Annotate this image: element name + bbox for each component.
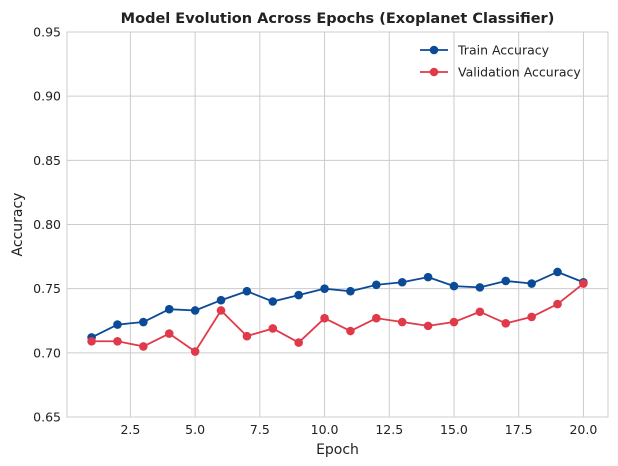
data-point <box>216 295 226 305</box>
data-point <box>527 279 536 288</box>
data-point <box>268 324 278 333</box>
data-point <box>475 283 485 292</box>
data-point <box>553 299 562 309</box>
legend: Train Accuracy Validation Accuracy <box>420 43 581 80</box>
data-point <box>372 313 381 323</box>
data-point <box>527 312 536 322</box>
data-point <box>164 329 174 338</box>
data-point <box>397 317 407 327</box>
series-line-1 <box>91 271 584 339</box>
data-point <box>87 336 96 346</box>
series-layer <box>87 267 588 356</box>
data-point <box>372 280 381 290</box>
data-point <box>501 276 511 286</box>
legend-label: Train Accuracy <box>457 43 550 58</box>
data-point <box>501 319 511 328</box>
data-point <box>268 297 278 306</box>
x-tick-label: 2.5 <box>120 422 140 437</box>
data-point <box>190 306 200 315</box>
y-tick-label: 0.85 <box>33 153 61 168</box>
data-point <box>190 347 200 356</box>
x-tick-labels: 2.5 5.0 7.5 10.0 12.5 15.0 17.5 20.0 <box>120 422 597 437</box>
data-point <box>216 306 226 315</box>
chart-title: Model Evolution Across Epochs (Exoplanet… <box>121 11 555 27</box>
y-axis-label: Accuracy <box>10 193 26 257</box>
x-tick-label: 20.0 <box>569 422 597 437</box>
data-point <box>113 320 122 329</box>
data-point <box>242 286 252 296</box>
y-tick-label: 0.75 <box>33 281 61 296</box>
data-point <box>579 279 588 288</box>
y-tick-label: 0.95 <box>33 25 61 40</box>
y-tick-label: 0.65 <box>33 410 61 425</box>
legend-marker <box>429 45 439 55</box>
data-point <box>346 286 355 296</box>
data-point <box>475 307 485 317</box>
data-point <box>423 321 433 331</box>
data-point <box>320 284 329 293</box>
legend-label: Validation Accuracy <box>458 65 581 80</box>
data-point <box>139 317 148 327</box>
data-point <box>113 336 122 346</box>
data-point <box>449 281 459 291</box>
data-point <box>423 272 433 282</box>
y-tick-label: 0.80 <box>33 217 61 232</box>
data-point <box>139 342 148 351</box>
x-tick-label: 12.5 <box>375 422 403 437</box>
data-point <box>320 313 329 323</box>
series-line-2 <box>91 282 584 353</box>
data-point <box>294 338 303 347</box>
data-point <box>449 317 459 327</box>
data-point <box>294 290 303 300</box>
data-point <box>242 331 252 341</box>
y-tick-labels: 0.65 0.70 0.75 0.80 0.85 0.90 0.95 <box>33 25 61 425</box>
y-tick-label: 0.70 <box>33 345 61 360</box>
x-tick-label: 10.0 <box>311 422 339 437</box>
data-point <box>164 304 174 314</box>
legend-marker <box>429 67 439 77</box>
x-tick-label: 17.5 <box>505 422 533 437</box>
x-tick-label: 15.0 <box>440 422 468 437</box>
plot-frame <box>66 31 609 418</box>
data-point <box>346 326 355 336</box>
x-axis-label: Epoch <box>316 442 359 458</box>
data-point <box>553 267 562 277</box>
grid <box>67 31 608 418</box>
x-tick-label: 7.5 <box>250 422 270 437</box>
x-tick-label: 5.0 <box>185 422 205 437</box>
y-tick-label: 0.90 <box>33 89 61 104</box>
data-point <box>397 277 407 287</box>
